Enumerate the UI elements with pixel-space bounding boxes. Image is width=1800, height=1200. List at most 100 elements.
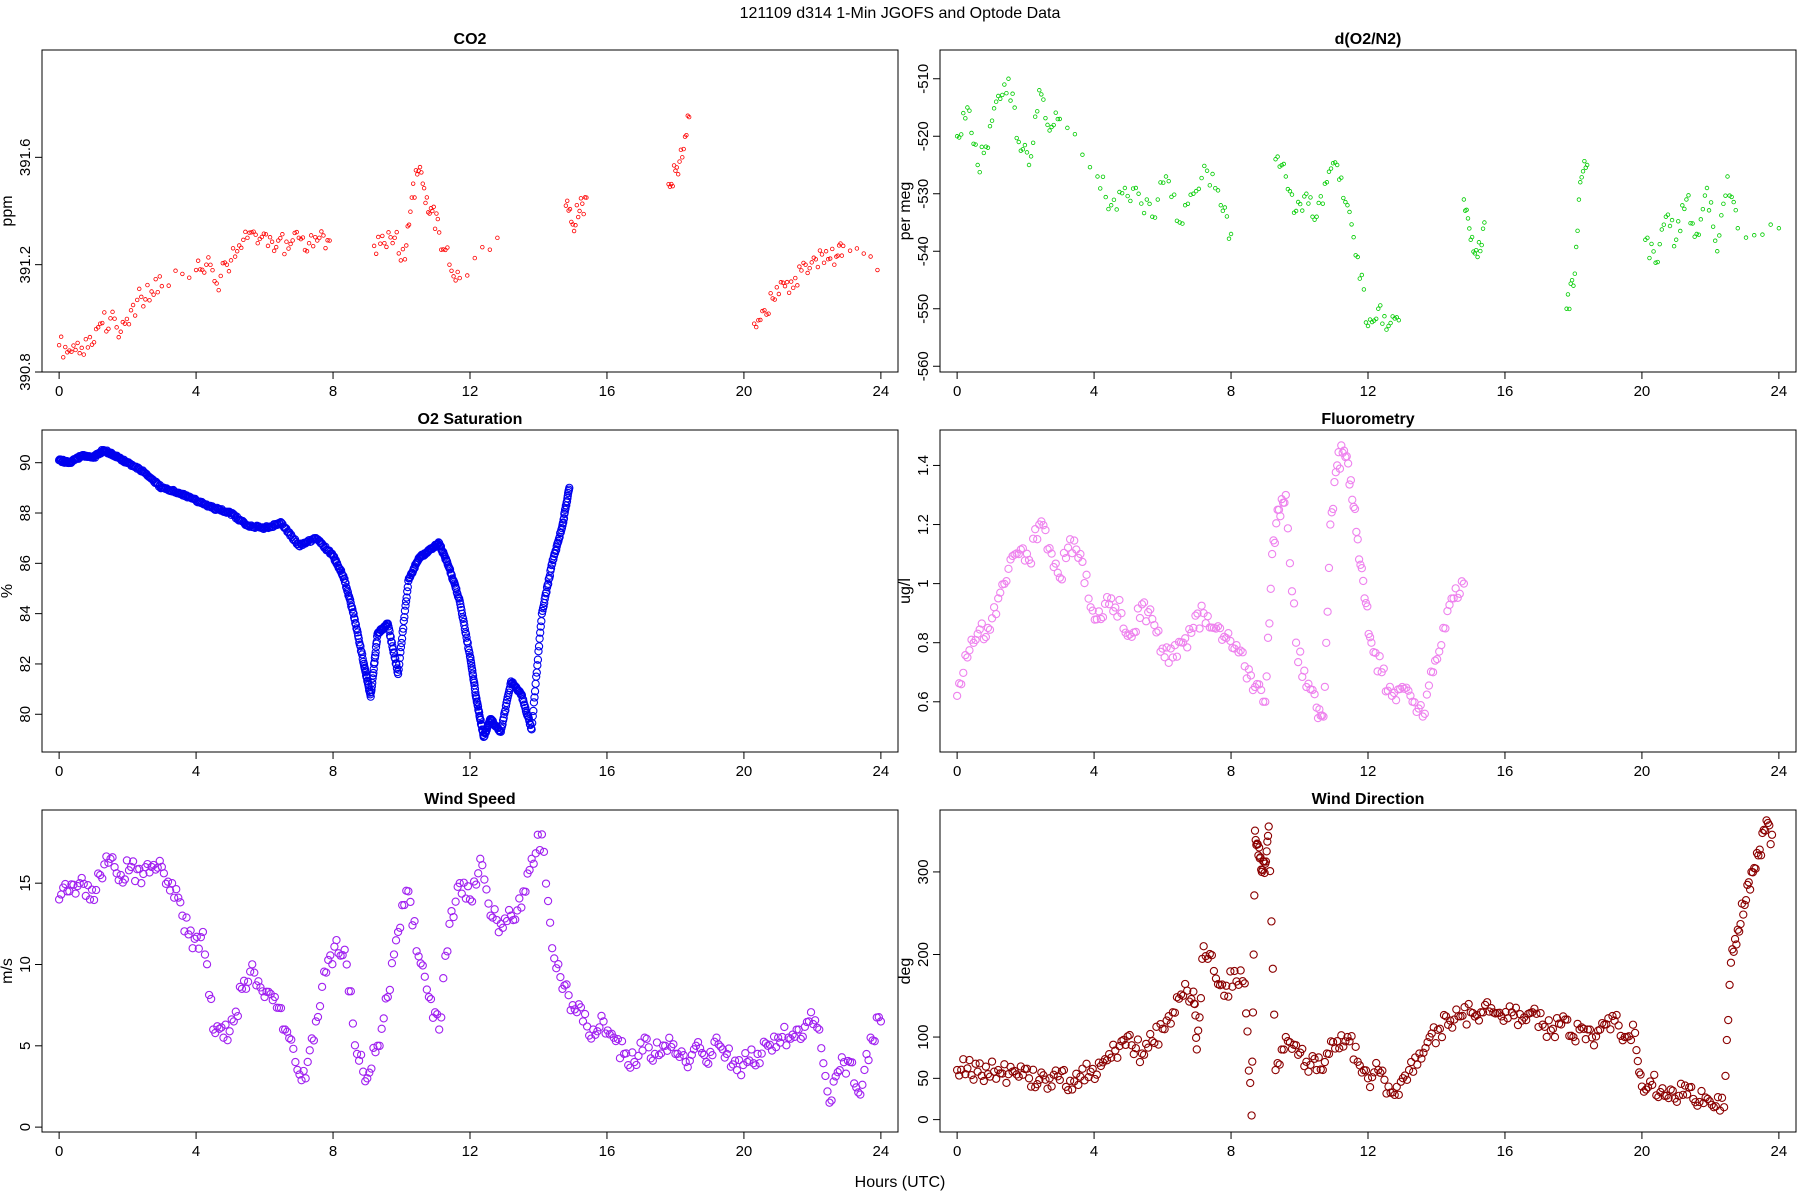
data-point [1374,1065,1383,1075]
data-point [353,628,362,637]
data-point [456,599,465,609]
data-point [1688,220,1693,226]
data-point [575,214,581,220]
data-point [194,944,203,953]
data-point [996,93,1001,99]
data-point [1704,185,1710,191]
data-point [1131,1044,1141,1053]
data-point [1559,1012,1568,1021]
data-point [1673,237,1679,242]
data-point [1254,851,1263,860]
data-point [1483,998,1492,1007]
data-point [838,241,843,246]
data-point [132,313,138,318]
data-point [455,879,464,888]
data-point [1250,682,1260,692]
data-point [174,893,183,902]
data-point [1556,1020,1566,1029]
data-point [1115,1041,1124,1051]
data-point [490,905,499,914]
data-point [977,170,982,175]
data-point [1439,1010,1449,1020]
data-point [155,856,164,866]
data-point [245,235,250,241]
data-point [457,889,466,898]
data-point [198,927,208,937]
data-point [346,987,355,996]
data-point [1294,657,1303,667]
data-point [1544,1016,1553,1025]
data-point [321,233,326,238]
data-point [1456,1012,1465,1021]
data-point [122,856,132,865]
x-tick-label: 0 [55,1143,63,1160]
data-point [402,257,408,262]
data-point [550,954,559,963]
x-tick-label: 12 [462,383,479,400]
data-point [534,642,544,651]
data-point [1074,1080,1083,1090]
data-point [716,1042,725,1051]
data-point [1304,1067,1313,1076]
data-point [1107,594,1116,603]
data-point [1671,244,1677,249]
data-point [1202,163,1207,169]
data-point [1766,840,1775,849]
data-point [388,235,393,240]
data-point [1262,847,1271,856]
data-point [1169,194,1174,200]
data-point [1263,633,1273,642]
data-point [431,204,436,210]
data-point [1425,1032,1434,1042]
data-point [227,1015,236,1024]
data-point [1279,1045,1288,1054]
data-point [1117,609,1126,618]
data-point [1571,283,1576,288]
data-point [1415,1049,1424,1058]
data-point [529,698,539,707]
data-point [1694,231,1699,237]
data-point [1365,633,1375,642]
data-point [1222,633,1231,643]
data-point [1326,520,1335,529]
data-point [732,1066,742,1075]
data-point [1002,576,1011,586]
data-point [447,262,452,267]
data-point [685,1056,694,1066]
data-point [424,195,430,200]
data-point [1045,122,1050,128]
panel-title: Wind Speed [424,791,515,808]
data-point [1014,549,1023,559]
data-point [1361,287,1367,292]
data-point [1192,1045,1201,1054]
data-point [1747,867,1756,877]
data-point [106,326,111,332]
data-point [1610,1016,1619,1025]
data-point [969,1075,978,1084]
data-point [1215,623,1225,633]
data-point [678,147,684,153]
data-point [1451,584,1460,593]
data-point [1676,1079,1686,1088]
data-point [761,1039,770,1048]
data-point [498,923,508,932]
data-point [1404,686,1413,695]
data-point [1035,1075,1044,1085]
data-point [989,603,999,612]
data-point [89,895,99,905]
data-point [130,302,136,308]
data-point [196,933,206,942]
data-point [544,579,553,588]
data-point [805,270,810,276]
data-point [1160,653,1169,662]
data-point [534,647,543,656]
data-point [1194,1026,1203,1035]
data-point [118,329,123,334]
data-point [695,1044,705,1053]
data-point [1310,214,1315,219]
data-point [202,960,212,969]
data-point [1283,174,1289,179]
data-point [1351,1042,1360,1051]
data-point [260,523,269,533]
data-point [1196,994,1206,1003]
